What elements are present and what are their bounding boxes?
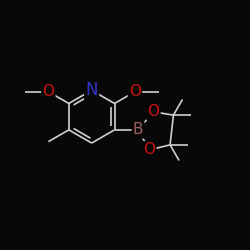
Text: O: O	[148, 104, 160, 119]
Text: O: O	[129, 84, 141, 99]
Text: O: O	[42, 84, 54, 99]
Text: N: N	[86, 81, 98, 99]
Text: B: B	[133, 122, 143, 137]
Text: O: O	[143, 142, 155, 157]
